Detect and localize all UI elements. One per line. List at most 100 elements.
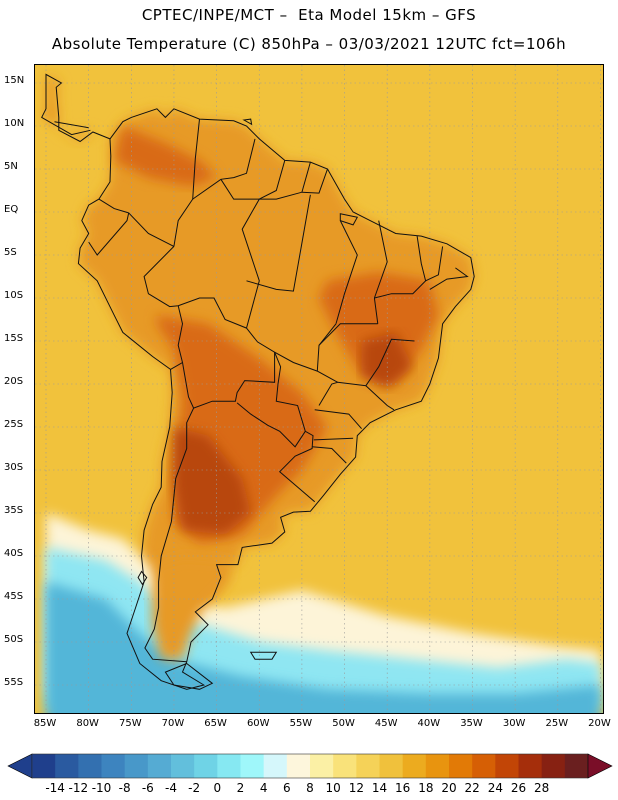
- longitude-label: 55W: [289, 718, 313, 729]
- map-title-line2: Absolute Temperature (C) 850hPa – 03/03/…: [51, 35, 567, 53]
- state-border: [246, 194, 311, 292]
- longitude-label: 30W: [502, 718, 526, 729]
- state-border: [313, 437, 354, 441]
- state-border: [365, 385, 395, 411]
- colorbar-tick-label: 14: [371, 781, 388, 795]
- chiloe-island: [137, 570, 148, 586]
- latitude-label: 5N: [4, 161, 18, 172]
- longitude-label: 20W: [588, 718, 611, 729]
- latitude-label: 15N: [4, 75, 25, 86]
- colorbar-swatch: [402, 754, 427, 778]
- longitude-label: 40W: [417, 718, 441, 729]
- panama-coast: [54, 121, 89, 129]
- colorbar-tick-label: -10: [91, 781, 112, 795]
- colorbar-swatch: [171, 754, 195, 778]
- colorbar-swatch: [217, 754, 241, 778]
- colorbar-swatch: [147, 754, 172, 778]
- longitude-label: 75W: [118, 718, 142, 729]
- colorbar-tick-label: 22: [464, 781, 480, 795]
- longitude-label: 45W: [374, 718, 398, 729]
- colorbar-swatch: [101, 754, 126, 778]
- colorbar-swatch: [263, 754, 288, 778]
- state-border: [429, 267, 469, 290]
- hot-zone-brazil: [319, 272, 439, 384]
- patagonia-field: [152, 556, 234, 660]
- political-border: [192, 138, 256, 200]
- colorbar-tick-label: -2: [188, 781, 201, 795]
- latitude-label: 5S: [4, 247, 17, 258]
- map-title-line1: CPTEC/INPE/MCT – Eta Model 15km – GFS: [141, 6, 477, 24]
- state-border: [374, 236, 427, 299]
- political-border: [220, 168, 328, 200]
- longitude-label: 65W: [204, 718, 227, 729]
- state-border: [318, 323, 337, 346]
- longitude-label: 60W: [246, 718, 270, 729]
- state-border: [425, 246, 444, 282]
- core-hot-brazil: [361, 332, 413, 389]
- colorbar-swatch: [518, 754, 543, 778]
- longitude-label: 35W: [460, 718, 483, 729]
- colorbar-swatch: [333, 754, 357, 778]
- colorbar-swatch: [240, 754, 265, 778]
- colorbar-swatch: [541, 754, 566, 778]
- colorbar-tick-label: 12: [348, 781, 364, 795]
- marajo-island: [339, 213, 359, 226]
- state-border: [314, 409, 362, 430]
- colorbar-swatch: [32, 754, 56, 778]
- colorbar-tick-label: 20: [441, 781, 457, 795]
- colorbar-over-arrow: [587, 753, 613, 779]
- political-border: [170, 305, 184, 370]
- central-america-coast: [41, 73, 111, 143]
- colorbar-tick-label: -12: [68, 781, 89, 795]
- political-border: [144, 407, 195, 663]
- latitude-label: 25S: [4, 419, 24, 430]
- trinidad: [242, 118, 253, 126]
- colorbar-tick-label: -4: [165, 781, 177, 795]
- colorbar-swatch: [379, 754, 404, 778]
- colorbar-swatch: [124, 754, 149, 778]
- state-border: [335, 220, 358, 324]
- colorbar-tick-label: 4: [259, 781, 268, 795]
- latitude-label: 15S: [4, 333, 24, 344]
- latitude-label: 35S: [4, 505, 24, 516]
- political-border: [301, 161, 311, 193]
- colorbar-under-arrow: [7, 753, 33, 779]
- temperature-map: [34, 64, 604, 714]
- latitude-label: 45S: [4, 591, 24, 602]
- colorbar-swatch: [78, 754, 102, 778]
- colorbar-swatch: [495, 754, 519, 778]
- colorbar-swatch: [472, 754, 496, 778]
- longitude-label: 50W: [332, 718, 355, 729]
- state-border: [312, 446, 347, 464]
- political-border: [236, 402, 306, 448]
- state-border: [274, 351, 318, 372]
- latitude-label: 10N: [4, 118, 25, 129]
- cold-band: [46, 581, 601, 713]
- state-border: [241, 198, 260, 329]
- political-border: [182, 352, 276, 409]
- colorbar-tick-label: 2: [236, 781, 245, 795]
- temperature-colorbar: [7, 753, 613, 779]
- state-border: [318, 381, 338, 406]
- political-border: [259, 160, 286, 200]
- longitude-label: 80W: [76, 718, 99, 729]
- colorbar-tick-label: 24: [487, 781, 503, 795]
- latitude-label: EQ: [4, 204, 19, 215]
- core-hot-zone: [173, 427, 251, 535]
- latitude-label: 10S: [4, 290, 24, 301]
- colorbar-swatch: [425, 754, 450, 778]
- south-america-coast: [77, 108, 475, 690]
- latitude-label: 40S: [4, 548, 24, 559]
- colorbar-tick-label: -6: [141, 781, 154, 795]
- state-border: [373, 220, 388, 324]
- colorbar-tick-label: 8: [306, 781, 314, 795]
- colorbar-swatch: [55, 754, 79, 778]
- colorbar-tick-label: -14: [45, 781, 65, 795]
- latitude-label: 55S: [4, 677, 24, 688]
- colorbar-tick-label: 28: [534, 781, 550, 795]
- temperature-map-canvas: [35, 65, 603, 713]
- longitude-label: 25W: [545, 718, 569, 729]
- hot-zone-north: [114, 126, 217, 187]
- latitude-label: 50S: [4, 634, 24, 645]
- colorbar-tick-label: 6: [283, 781, 291, 795]
